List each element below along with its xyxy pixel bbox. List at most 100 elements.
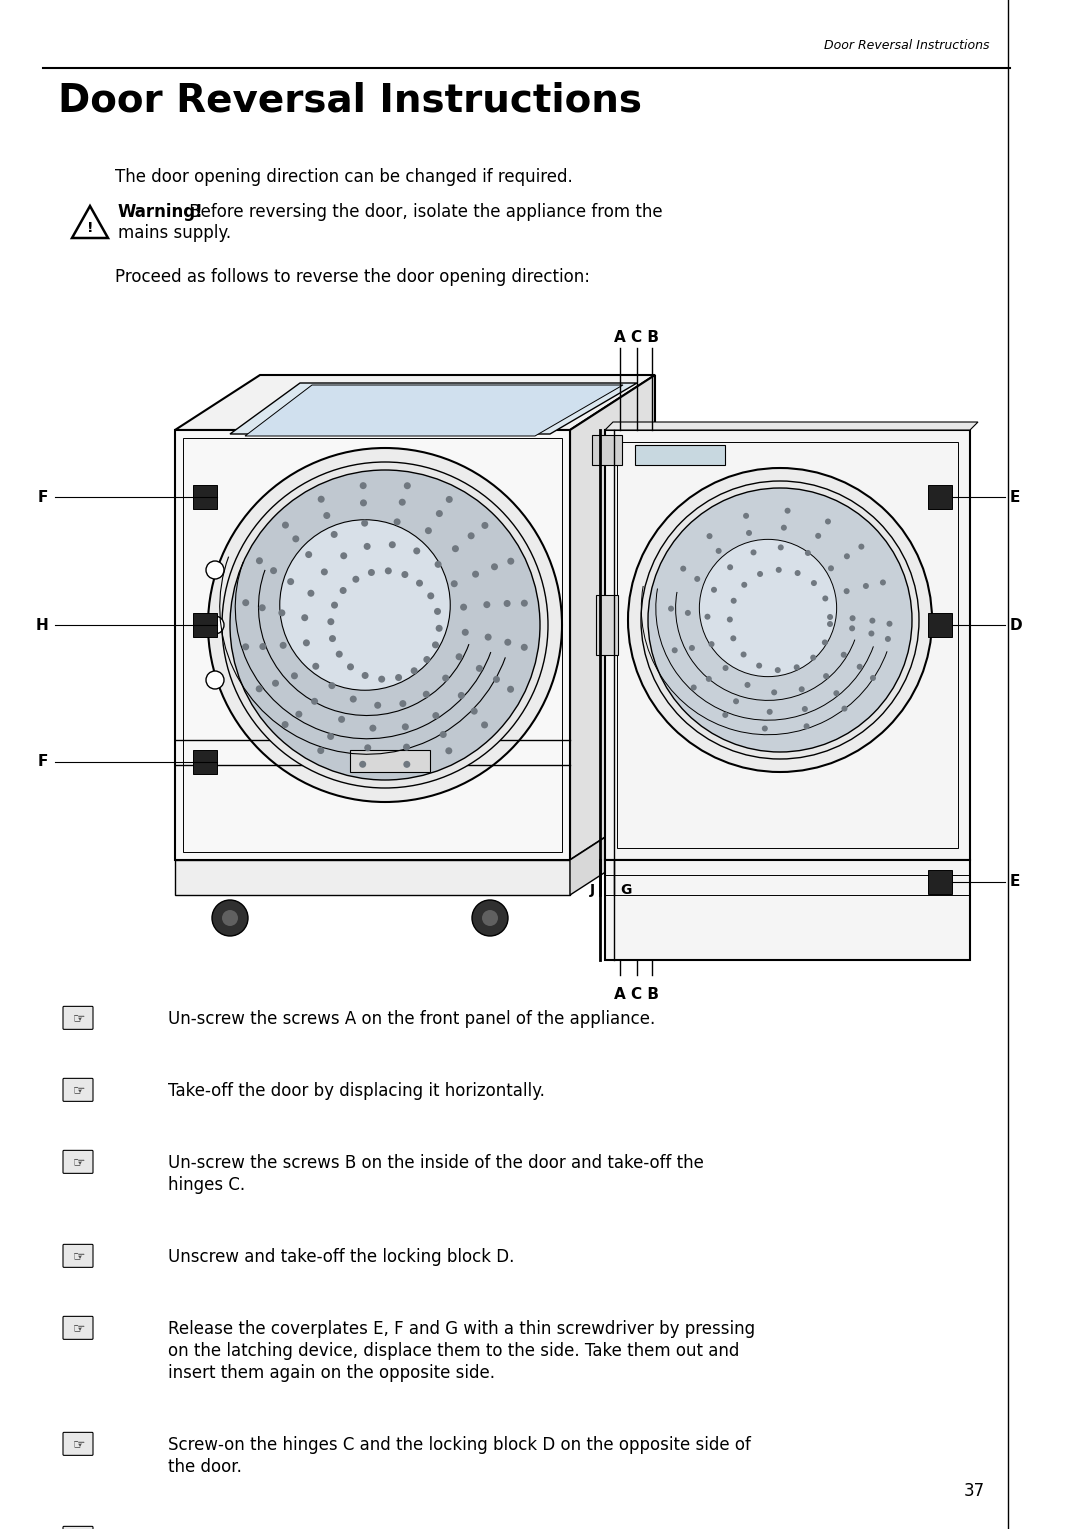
Circle shape xyxy=(731,598,737,604)
Circle shape xyxy=(318,495,325,503)
Text: E: E xyxy=(1010,489,1021,505)
FancyBboxPatch shape xyxy=(63,1006,93,1029)
Circle shape xyxy=(801,706,808,713)
Circle shape xyxy=(432,641,438,648)
Circle shape xyxy=(374,702,381,709)
Circle shape xyxy=(222,910,238,927)
Text: F: F xyxy=(38,754,48,769)
Circle shape xyxy=(827,615,833,619)
Circle shape xyxy=(287,578,294,586)
Circle shape xyxy=(279,610,285,616)
Circle shape xyxy=(323,512,330,518)
Circle shape xyxy=(775,567,782,573)
Circle shape xyxy=(242,644,249,650)
Circle shape xyxy=(350,696,356,703)
Circle shape xyxy=(280,520,450,690)
Circle shape xyxy=(823,673,829,679)
Circle shape xyxy=(627,468,932,772)
Circle shape xyxy=(364,745,372,751)
Text: ☞: ☞ xyxy=(73,1437,85,1451)
Circle shape xyxy=(485,633,491,641)
Circle shape xyxy=(863,583,869,589)
Circle shape xyxy=(850,615,855,621)
Circle shape xyxy=(744,682,751,688)
Circle shape xyxy=(672,647,678,653)
Circle shape xyxy=(869,618,876,624)
Circle shape xyxy=(887,621,892,627)
Circle shape xyxy=(336,651,342,657)
Circle shape xyxy=(491,563,498,570)
Circle shape xyxy=(756,662,762,668)
Text: Door Reversal Instructions: Door Reversal Instructions xyxy=(58,83,642,119)
Circle shape xyxy=(771,690,778,696)
Text: A C B: A C B xyxy=(613,988,659,1001)
Circle shape xyxy=(402,570,408,578)
Circle shape xyxy=(778,544,784,550)
Text: ☞: ☞ xyxy=(73,1249,85,1263)
Bar xyxy=(193,485,217,509)
Circle shape xyxy=(723,713,728,719)
Circle shape xyxy=(242,599,249,605)
Circle shape xyxy=(859,544,864,549)
Circle shape xyxy=(708,641,715,647)
Circle shape xyxy=(727,616,733,622)
Circle shape xyxy=(282,521,289,529)
Text: J: J xyxy=(590,884,595,898)
Circle shape xyxy=(827,621,833,627)
Circle shape xyxy=(434,561,442,567)
Polygon shape xyxy=(570,375,654,859)
Circle shape xyxy=(849,625,855,631)
Circle shape xyxy=(389,541,395,549)
Circle shape xyxy=(208,448,562,803)
Circle shape xyxy=(259,644,267,650)
Circle shape xyxy=(295,711,302,717)
Circle shape xyxy=(364,543,370,550)
Circle shape xyxy=(362,671,368,679)
Bar xyxy=(635,445,725,465)
Circle shape xyxy=(321,569,328,575)
Circle shape xyxy=(456,653,462,661)
Circle shape xyxy=(410,667,418,674)
Circle shape xyxy=(685,610,691,616)
Circle shape xyxy=(723,665,729,671)
Circle shape xyxy=(716,547,721,553)
Circle shape xyxy=(432,713,440,719)
Circle shape xyxy=(815,532,821,538)
Text: A C B: A C B xyxy=(613,330,659,346)
Circle shape xyxy=(360,482,367,489)
Circle shape xyxy=(312,662,320,670)
Circle shape xyxy=(774,667,781,673)
Circle shape xyxy=(460,604,467,610)
Circle shape xyxy=(781,524,787,531)
Bar xyxy=(928,870,951,894)
FancyBboxPatch shape xyxy=(63,1526,93,1529)
Text: ☞: ☞ xyxy=(73,1321,85,1335)
Circle shape xyxy=(212,901,248,936)
Circle shape xyxy=(757,570,764,576)
Circle shape xyxy=(446,495,453,503)
Circle shape xyxy=(435,625,443,631)
Text: Before reversing the door, isolate the appliance from the: Before reversing the door, isolate the a… xyxy=(184,203,663,222)
Circle shape xyxy=(256,685,262,693)
Circle shape xyxy=(458,693,464,699)
Circle shape xyxy=(508,558,514,564)
Circle shape xyxy=(761,725,768,731)
FancyBboxPatch shape xyxy=(63,1150,93,1173)
FancyBboxPatch shape xyxy=(63,1245,93,1268)
Circle shape xyxy=(340,552,348,560)
Circle shape xyxy=(521,644,528,651)
Circle shape xyxy=(400,700,406,706)
Circle shape xyxy=(825,518,831,524)
Circle shape xyxy=(694,576,700,583)
Circle shape xyxy=(706,676,712,682)
Circle shape xyxy=(270,567,278,575)
Circle shape xyxy=(841,705,848,711)
Circle shape xyxy=(440,731,447,739)
Text: !: ! xyxy=(86,222,93,235)
Circle shape xyxy=(330,531,338,538)
Circle shape xyxy=(691,685,697,691)
Circle shape xyxy=(767,709,772,716)
Circle shape xyxy=(414,547,420,555)
Circle shape xyxy=(282,722,288,728)
Circle shape xyxy=(843,553,850,560)
